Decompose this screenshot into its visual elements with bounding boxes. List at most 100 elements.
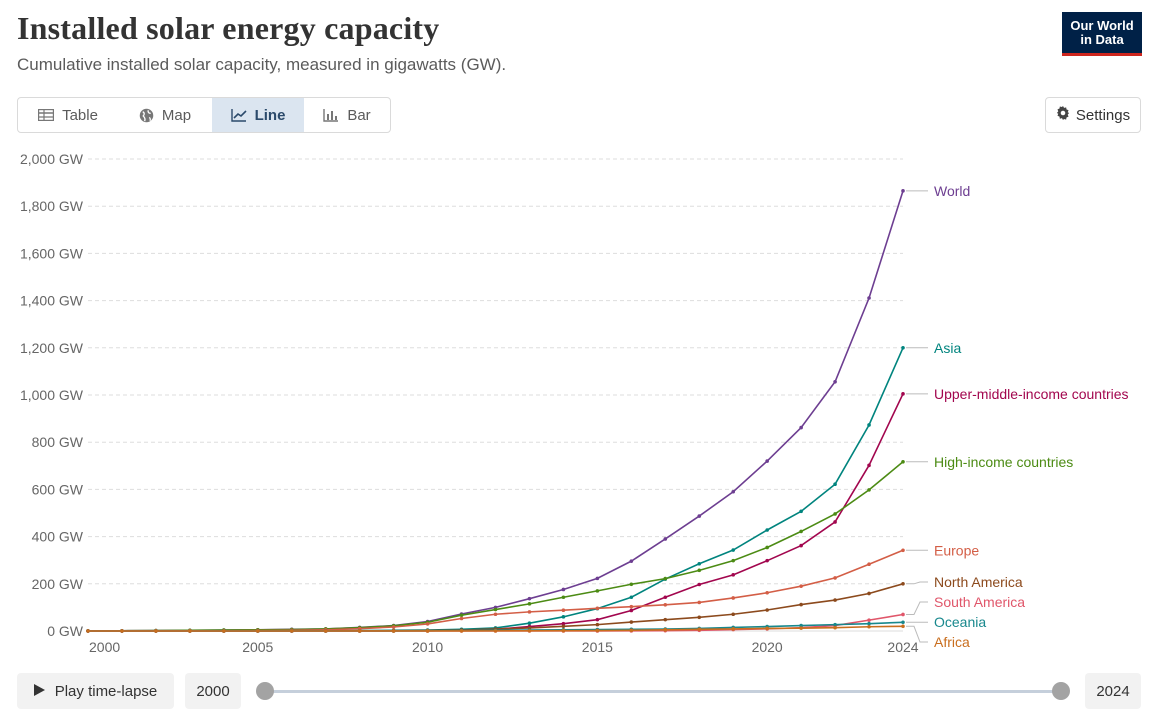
table-icon xyxy=(38,109,55,121)
data-point xyxy=(323,629,328,633)
chart-type-tabs: Table Map Line Bar xyxy=(17,97,391,133)
data-point xyxy=(595,622,600,627)
data-point xyxy=(765,558,769,563)
data-point xyxy=(561,587,566,592)
data-point xyxy=(595,576,600,581)
y-tick-label: 1,200 GW xyxy=(20,340,84,356)
start-year-handle[interactable] xyxy=(256,682,274,700)
data-point xyxy=(731,489,736,494)
data-point xyxy=(527,628,532,633)
data-point xyxy=(833,598,837,602)
data-point xyxy=(527,610,532,614)
data-point xyxy=(901,189,905,193)
data-point xyxy=(799,584,803,588)
data-point xyxy=(799,602,803,607)
tab-table[interactable]: Table xyxy=(18,98,118,132)
line-chart-icon xyxy=(230,108,247,122)
data-point xyxy=(595,589,600,593)
y-tick-label: 400 GW xyxy=(32,529,84,545)
data-point xyxy=(391,629,396,633)
series-end-label: High-income countries xyxy=(934,454,1073,470)
data-point xyxy=(663,595,668,600)
x-tick-label: 2005 xyxy=(242,639,273,655)
data-point xyxy=(663,576,668,581)
settings-button[interactable]: Settings xyxy=(1045,97,1141,133)
data-point xyxy=(561,615,566,619)
data-point xyxy=(629,628,634,633)
data-point xyxy=(629,582,634,587)
y-tick-label: 0 GW xyxy=(47,623,84,639)
data-point xyxy=(629,604,634,609)
data-point xyxy=(459,629,464,633)
data-point xyxy=(867,591,871,596)
y-tick-label: 600 GW xyxy=(32,481,84,497)
series-end-label: South America xyxy=(934,594,1025,610)
data-point xyxy=(561,621,566,626)
data-point xyxy=(731,558,736,563)
tab-bar-label: Bar xyxy=(347,106,371,124)
data-point xyxy=(561,628,566,633)
data-point xyxy=(697,561,702,566)
play-timelapse-button[interactable]: Play time-lapse xyxy=(17,673,174,709)
data-point xyxy=(663,603,668,607)
tab-line-label: Line xyxy=(254,106,286,124)
tab-map-label: Map xyxy=(161,106,192,124)
data-point xyxy=(697,514,702,518)
data-point xyxy=(255,629,260,633)
bar-chart-icon xyxy=(323,108,339,122)
data-point xyxy=(697,582,702,587)
data-point xyxy=(493,607,498,612)
chart-subtitle: Cumulative installed solar capacity, mea… xyxy=(17,55,507,74)
series-line xyxy=(88,461,904,632)
data-point xyxy=(493,629,498,633)
data-point xyxy=(154,629,158,633)
end-label-connector xyxy=(906,581,928,585)
start-year-box[interactable]: 2000 xyxy=(185,673,241,709)
data-point xyxy=(867,624,871,629)
data-point xyxy=(799,543,803,548)
end-year-handle[interactable] xyxy=(1052,682,1070,700)
series-end-label: Africa xyxy=(934,634,970,650)
data-point xyxy=(901,612,905,617)
gear-icon xyxy=(1056,106,1070,124)
series-end-label: Upper-middle-income countries xyxy=(934,386,1129,402)
data-point xyxy=(765,545,769,550)
data-point xyxy=(901,346,905,350)
settings-label: Settings xyxy=(1075,106,1131,124)
tab-bar[interactable]: Bar xyxy=(304,98,390,132)
tab-map[interactable]: Map xyxy=(118,98,212,132)
data-point xyxy=(222,629,226,633)
x-tick-label: 2015 xyxy=(582,639,613,655)
play-timelapse-label: Play time-lapse xyxy=(54,682,158,700)
data-point xyxy=(833,625,837,630)
data-point xyxy=(561,595,566,600)
line-chart: 0 GW 200 GW 400 GW 600 GW 800 GW 1,000 GW 1,20… xyxy=(20,151,1129,655)
y-tick-label: 200 GW xyxy=(32,576,84,592)
data-point xyxy=(867,296,871,300)
series-line xyxy=(88,393,904,632)
tab-line[interactable]: Line xyxy=(212,98,304,132)
data-point xyxy=(901,548,905,553)
data-point xyxy=(901,392,905,396)
data-point xyxy=(629,608,634,613)
owid-logo[interactable]: Our World in Data xyxy=(1062,12,1142,56)
series-end-label: North America xyxy=(934,574,1023,590)
data-point xyxy=(289,629,294,633)
logo-text: Our World in Data xyxy=(1070,17,1134,47)
data-point xyxy=(799,623,803,628)
data-point xyxy=(901,459,905,464)
data-point xyxy=(833,379,837,384)
data-point xyxy=(833,512,837,516)
data-point xyxy=(697,600,702,605)
data-point xyxy=(867,488,871,492)
end-label-connector xyxy=(906,601,928,615)
series-end-label: World xyxy=(934,183,970,199)
data-point xyxy=(493,612,498,617)
timeline-track[interactable] xyxy=(265,690,1061,693)
end-year-box[interactable]: 2024 xyxy=(1085,673,1141,709)
end-label-connector xyxy=(906,625,928,643)
data-point xyxy=(833,520,837,524)
data-point xyxy=(731,612,736,617)
series-line xyxy=(88,190,904,632)
data-point xyxy=(765,459,769,463)
